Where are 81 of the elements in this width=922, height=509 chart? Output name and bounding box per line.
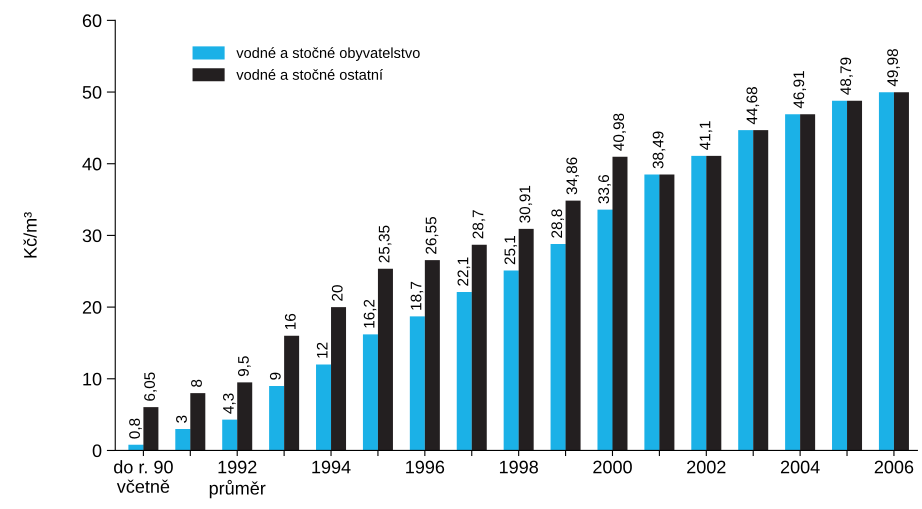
bar [706, 156, 722, 450]
bar [331, 307, 346, 450]
data-label: 9,5 [238, 356, 251, 376]
legend-label: vodné a stočné obyvatelstvo [236, 47, 420, 61]
data-label: 33,6 [598, 174, 611, 204]
data-label: 25,1 [504, 236, 518, 264]
bar [800, 114, 816, 450]
bar [237, 382, 252, 450]
data-label: 12 [316, 342, 328, 358]
data-label: 9 [270, 372, 281, 380]
bar [410, 316, 425, 450]
bar [175, 428, 190, 450]
data-label: 44,68 [746, 87, 760, 124]
data-label: 20 [332, 285, 343, 301]
bar [659, 174, 674, 450]
data-label: 34,86 [566, 157, 579, 194]
bar [785, 114, 800, 450]
bar [284, 336, 300, 450]
data-label: 16,2 [364, 300, 376, 328]
x-tick-label: 1992 průměr [210, 460, 266, 498]
data-label: 46,91 [793, 71, 806, 108]
data-label: 25,35 [378, 226, 392, 262]
y-tick-label: 60 [82, 14, 102, 28]
x-tick-label: 1996 [406, 460, 444, 474]
y-axis-title: Kč/m³ [23, 212, 37, 258]
data-label: 38,49 [652, 131, 666, 168]
x-tick-label: 2000 [593, 460, 632, 474]
bar [128, 444, 144, 450]
bar [753, 130, 768, 450]
data-label: 16 [284, 314, 296, 330]
bar [894, 92, 909, 450]
bar [847, 100, 862, 450]
data-label: 28,7 [472, 210, 486, 238]
bar [504, 270, 519, 450]
bar [612, 156, 628, 450]
bar [550, 244, 566, 450]
x-tick-label: do r. 90 včetně [114, 460, 173, 493]
bar [316, 364, 332, 450]
y-tick-label: 10 [83, 372, 102, 386]
data-label: 8 [191, 380, 202, 387]
y-tick-label: 40 [82, 158, 102, 170]
bar [424, 260, 440, 450]
data-label: 30,91 [519, 186, 532, 223]
x-tick-label: 1998 [500, 460, 538, 474]
data-label: 4,3 [222, 394, 236, 414]
bar [378, 268, 393, 450]
y-tick-label: 20 [82, 301, 102, 314]
bar [738, 130, 754, 450]
bar [878, 92, 894, 450]
bar [597, 210, 612, 450]
x-tick-label: 2004 [780, 460, 820, 474]
y-tick-label: 0 [92, 444, 102, 458]
bar [456, 292, 472, 450]
data-label: 48,79 [840, 58, 853, 95]
bar [832, 100, 848, 450]
bar [222, 420, 238, 450]
bar [472, 244, 487, 450]
bar [362, 334, 378, 450]
data-label: 49,98 [887, 49, 900, 86]
bar [143, 407, 158, 450]
data-label: 22,1 [458, 258, 470, 286]
bar [566, 200, 581, 450]
data-label: 0,8 [129, 418, 142, 439]
x-tick-label: 1994 [312, 460, 351, 474]
data-label: 18,7 [410, 282, 424, 310]
bar [269, 386, 284, 450]
bar [190, 393, 206, 450]
y-tick-label: 50 [82, 86, 102, 99]
y-tick-label: 30 [82, 229, 102, 242]
x-tick-label: 2006 [874, 460, 914, 474]
x-tick-label: 2002 [687, 460, 726, 474]
legend-label: vodné a stočné ostatní [236, 69, 383, 80]
data-label: 41,1 [700, 121, 712, 150]
bar [518, 228, 534, 450]
data-label: 40,98 [613, 114, 626, 151]
data-label: 6,05 [144, 372, 157, 401]
data-label: 26,55 [426, 216, 438, 254]
data-label: 3 [176, 416, 187, 423]
bar [691, 156, 706, 450]
bar [644, 174, 660, 450]
data-label: 28,8 [551, 209, 564, 238]
